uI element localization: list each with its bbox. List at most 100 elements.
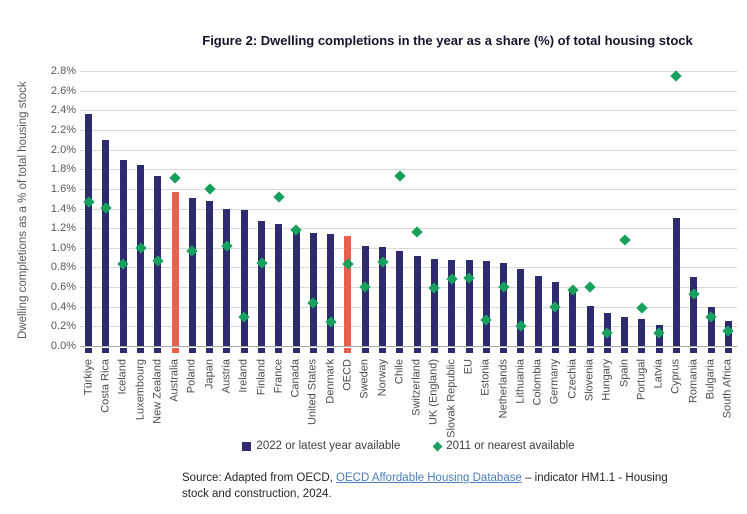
category-column: Romania xyxy=(685,71,702,443)
category-column: United States xyxy=(305,71,322,443)
y-tick-label: 2.6% xyxy=(50,84,76,97)
x-tick-label: United States xyxy=(306,359,319,426)
category-column: EU xyxy=(460,71,477,443)
x-tick-label: South Africa xyxy=(721,359,734,419)
bar-2022 xyxy=(102,139,110,346)
bar-2022 xyxy=(206,200,214,346)
category-column: Iceland xyxy=(115,71,132,443)
category-column: New Zealand xyxy=(149,71,166,443)
bar-2022 xyxy=(413,255,421,346)
gridline xyxy=(80,247,737,249)
legend-square-icon xyxy=(242,441,252,451)
axis-tick-stub xyxy=(344,348,352,353)
category-column: Estonia xyxy=(478,71,495,443)
bar-2022 xyxy=(638,319,646,346)
x-tick-label: Hungary xyxy=(600,359,613,401)
bar-2022 xyxy=(137,165,144,346)
bar-2022 xyxy=(517,269,525,346)
category-column: Australia xyxy=(166,71,183,443)
axis-tick-stub xyxy=(85,348,93,353)
x-tick-label: Spain xyxy=(618,359,631,388)
marker-2011-diamond xyxy=(273,191,285,203)
x-tick-label: Slovenia xyxy=(583,359,596,402)
bar-2022 xyxy=(327,234,335,346)
y-tick-label: 2.0% xyxy=(50,143,76,156)
category-column: Norway xyxy=(374,71,391,443)
x-tick-label: Portugal xyxy=(635,359,648,400)
gridline xyxy=(80,71,737,72)
axis-tick-stub xyxy=(621,348,629,353)
bar-2022 xyxy=(309,233,317,346)
y-axis-title: Dwelling completions as a % of total hou… xyxy=(17,81,29,339)
x-tick-label: Türkiye xyxy=(82,359,95,396)
category-column: Portugal xyxy=(633,71,650,443)
bar-2022 xyxy=(258,221,266,346)
y-tick-label: 1.2% xyxy=(50,222,76,235)
x-axis-baseline xyxy=(80,346,737,347)
axis-tick-stub xyxy=(154,348,162,353)
axis-tick-stub xyxy=(551,348,559,353)
x-tick-label: Australia xyxy=(168,359,181,402)
axis-tick-stub xyxy=(396,348,404,353)
y-tick-label: 2.8% xyxy=(50,65,76,77)
category-column: Canada xyxy=(287,71,304,443)
category-column: UK (England) xyxy=(426,71,443,443)
legend-item-2022: 2022 or latest year available xyxy=(242,440,400,452)
axis-tick-stub xyxy=(672,348,680,353)
axis-tick-stub xyxy=(448,348,456,353)
x-tick-label: Lithuania xyxy=(514,359,527,404)
axis-tick-stub xyxy=(603,348,611,353)
marker-2011-diamond xyxy=(394,170,406,182)
bar-2022 xyxy=(344,236,352,346)
bar-2022 xyxy=(586,305,594,346)
x-tick-label: Colombia xyxy=(531,359,544,406)
axis-tick-stub xyxy=(206,348,214,353)
source-link[interactable]: OECD Affordable Housing Database xyxy=(336,472,522,484)
bar-2022 xyxy=(379,246,387,346)
category-column: Czechia xyxy=(564,71,581,443)
figure-title: Figure 2: Dwelling completions in the ye… xyxy=(202,33,693,48)
x-tick-label: Latvia xyxy=(652,359,665,389)
gridline xyxy=(80,208,737,210)
category-column: Germany xyxy=(547,71,564,443)
x-tick-label: Norway xyxy=(376,359,389,397)
axis-tick-stub xyxy=(361,348,369,353)
x-tick-label: Netherlands xyxy=(497,359,510,419)
axis-tick-stub xyxy=(223,348,231,353)
axis-tick-stub xyxy=(137,348,144,353)
axis-tick-stub xyxy=(586,348,594,353)
bar-2022 xyxy=(292,230,300,346)
axis-tick-stub xyxy=(188,348,196,353)
x-tick-label: Slovak Republic xyxy=(445,359,458,438)
y-tick-label: 0.6% xyxy=(50,281,76,294)
axis-tick-stub xyxy=(309,348,317,353)
source-suffix: – indicator HM1.1 - Housing stock and co… xyxy=(182,472,668,500)
marker-2011-diamond xyxy=(618,234,631,246)
x-tick-label: France xyxy=(272,359,285,394)
gridline xyxy=(80,267,737,269)
y-tick-label: 0.2% xyxy=(50,320,76,333)
gridline xyxy=(80,90,737,92)
x-tick-label: Chile xyxy=(393,359,406,385)
axis-tick-stub xyxy=(379,348,387,353)
axis-tick-stub xyxy=(482,348,490,353)
gridline xyxy=(80,169,737,171)
y-tick-label: 0.4% xyxy=(50,300,76,313)
x-tick-label: Switzerland xyxy=(410,359,423,416)
category-column: South Africa xyxy=(720,71,737,443)
marker-2011-diamond xyxy=(670,70,683,82)
x-tick-label: Germany xyxy=(548,359,561,405)
gridline xyxy=(80,129,737,131)
bar-2022 xyxy=(188,197,196,346)
bar-2022 xyxy=(448,259,456,346)
x-tick-label: OECD xyxy=(341,359,354,391)
axis-tick-stub xyxy=(707,348,715,353)
bar-2022 xyxy=(275,224,283,346)
x-tick-label: Finland xyxy=(255,359,268,396)
axis-tick-stub xyxy=(102,348,110,353)
bar-2022 xyxy=(119,160,127,346)
axis-tick-stub xyxy=(534,348,542,353)
category-column: Netherlands xyxy=(495,71,512,443)
x-tick-label: Czechia xyxy=(566,359,579,399)
category-column: Lithuania xyxy=(512,71,529,443)
